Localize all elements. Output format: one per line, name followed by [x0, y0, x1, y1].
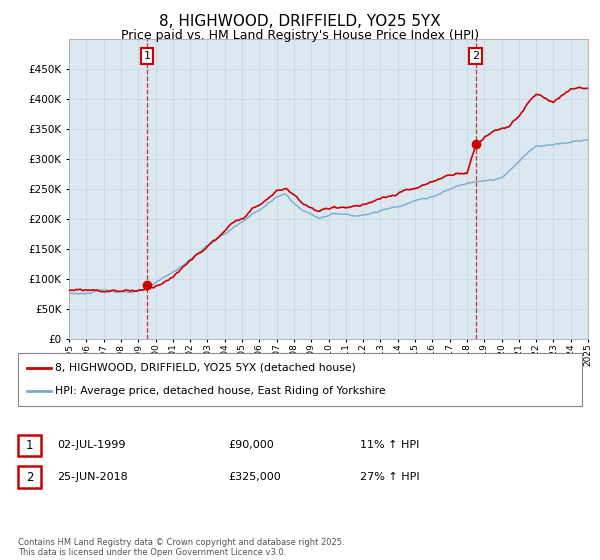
Text: Price paid vs. HM Land Registry's House Price Index (HPI): Price paid vs. HM Land Registry's House …: [121, 29, 479, 42]
Text: 25-JUN-2018: 25-JUN-2018: [57, 472, 128, 482]
Text: 8, HIGHWOOD, DRIFFIELD, YO25 5YX (detached house): 8, HIGHWOOD, DRIFFIELD, YO25 5YX (detach…: [55, 363, 356, 373]
Text: 1: 1: [26, 438, 33, 452]
Text: 27% ↑ HPI: 27% ↑ HPI: [360, 472, 419, 482]
Text: HPI: Average price, detached house, East Riding of Yorkshire: HPI: Average price, detached house, East…: [55, 386, 386, 396]
Text: 2: 2: [26, 470, 33, 484]
Text: 8, HIGHWOOD, DRIFFIELD, YO25 5YX: 8, HIGHWOOD, DRIFFIELD, YO25 5YX: [159, 14, 441, 29]
Text: £325,000: £325,000: [228, 472, 281, 482]
Text: 11% ↑ HPI: 11% ↑ HPI: [360, 440, 419, 450]
Text: 2: 2: [472, 51, 479, 61]
Text: £90,000: £90,000: [228, 440, 274, 450]
Text: 1: 1: [143, 51, 151, 61]
Text: 02-JUL-1999: 02-JUL-1999: [57, 440, 125, 450]
Text: Contains HM Land Registry data © Crown copyright and database right 2025.
This d: Contains HM Land Registry data © Crown c…: [18, 538, 344, 557]
